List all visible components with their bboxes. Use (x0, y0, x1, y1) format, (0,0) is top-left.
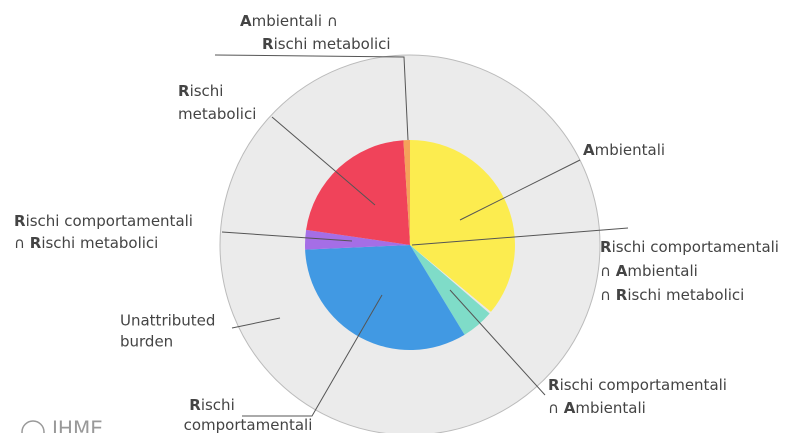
pie-slice (403, 140, 410, 245)
pie-slice (304, 229, 410, 250)
slice-label: Ambientali ∩ (240, 12, 338, 30)
leader-line (231, 317, 281, 329)
slice-label: Rischi (189, 396, 234, 414)
slice-label: metabolici (178, 105, 256, 123)
pie-slice (410, 140, 515, 312)
pie-slice (306, 140, 410, 245)
slice-label: ∩ Ambientali (548, 399, 646, 417)
slice-label: Rischi comportamentali (548, 376, 727, 394)
slice-label: ∩ Ambientali (600, 262, 698, 280)
leader-line (214, 54, 409, 141)
pie-slice (305, 245, 465, 350)
slice-label: Rischi comportamentali (14, 212, 193, 230)
slice-label: ∩ Rischi metabolici (600, 286, 744, 304)
leader-line (271, 116, 376, 206)
pie-slice (410, 245, 491, 314)
slice-label: ∩ Rischi metabolici (14, 234, 158, 252)
slice-label: Ambientali (583, 141, 665, 159)
leader-line (242, 294, 383, 417)
logo: IHME (52, 417, 103, 433)
slice-label: Rischi metabolici (262, 35, 391, 53)
slice-label: Rischi comportamentali (600, 238, 779, 256)
leader-line (459, 159, 581, 221)
leader-line (221, 231, 353, 242)
ring-label: Unattributed (120, 312, 215, 330)
leader-line (411, 227, 629, 246)
slice-label: Rischi (178, 82, 223, 100)
ring-label: burden (120, 333, 173, 351)
slice-label: comportamentali (184, 416, 313, 433)
leader-line (449, 289, 546, 396)
logo-icon (21, 420, 45, 433)
